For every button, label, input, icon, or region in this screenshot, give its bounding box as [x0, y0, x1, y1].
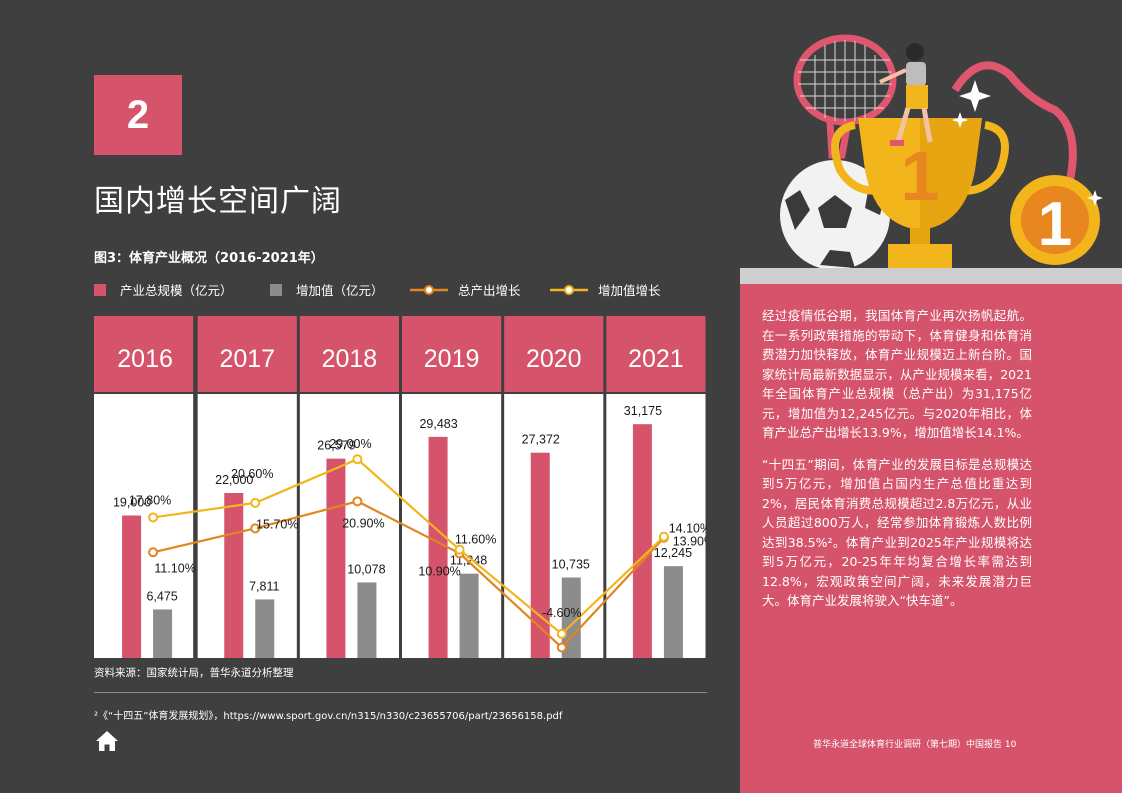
year-header-2019	[402, 316, 502, 392]
label-total-2018: 26,579	[317, 439, 355, 453]
divider	[94, 692, 707, 693]
sparkle-icon	[952, 80, 1103, 206]
label-total-growth-2018: 20.90%	[342, 516, 384, 530]
year-panel-2019	[402, 394, 502, 658]
legend-line-total-growth-icon	[410, 284, 448, 295]
trophy-illustration: 1 1	[780, 34, 1103, 270]
year-label-2017: 2017	[219, 345, 275, 373]
label-total-growth-2021: 13.90%	[673, 535, 707, 549]
label-added-growth-2018: 29.00%	[329, 437, 371, 451]
bar-total-2021	[632, 424, 652, 658]
year-header-2021	[606, 316, 706, 392]
year-panel-2020	[504, 394, 604, 658]
bar-added-2018	[357, 582, 377, 658]
point-added-growth-2018	[352, 454, 363, 465]
bar-added-2021	[663, 566, 683, 658]
summary-paragraph-2: “十四五”期间，体育产业的发展目标是总规模达到5万亿元，增加值占国内生产总值比重…	[762, 456, 1032, 609]
label-total-2020: 27,372	[522, 433, 560, 447]
bar-total-2019	[428, 436, 448, 658]
year-panel-2018	[299, 394, 399, 658]
chart-source: 资料来源：国家统计局，普华永道分析整理	[94, 667, 294, 679]
line-total-growth	[152, 500, 665, 649]
point-total-growth-2017	[250, 523, 261, 534]
summary-paragraph-1: 经过疫情低谷期，我国体育产业再次扬帆起航。在一系列政策措施的带动下，体育健身和体…	[762, 308, 1032, 440]
legend-label-added-growth: 增加值增长	[598, 283, 661, 298]
year-label-2018: 2018	[322, 345, 378, 373]
legend-swatch-total	[94, 283, 106, 296]
bar-added-2020	[561, 577, 581, 658]
bar-total-2018	[326, 458, 346, 658]
page-title: 国内增长空间广阔	[94, 184, 342, 219]
label-total-growth-2016: 11.10%	[154, 561, 195, 575]
section-number-badge: 2	[94, 75, 182, 155]
svg-text:1: 1	[901, 137, 940, 215]
year-header-2020	[504, 316, 604, 392]
bar-added-2019	[459, 573, 479, 658]
figure-title: 图3：体育产业概况（2016-2021年）	[94, 251, 324, 266]
point-total-growth-2018	[352, 496, 363, 507]
svg-text:1: 1	[1038, 190, 1072, 259]
year-header-2017	[197, 316, 297, 392]
label-total-2017: 22,000	[215, 473, 253, 487]
trophy-icon: 1	[831, 118, 1009, 268]
year-header-2016	[94, 316, 194, 392]
label-added-growth-2021: 14.10%	[669, 522, 707, 536]
panel-top-strip	[740, 268, 1122, 284]
bar-added-2017	[255, 599, 275, 658]
footnote: ²《“十四五”体育发展规划》，https://www.sport.gov.cn/…	[94, 711, 563, 722]
label-added-growth-2016: 17.80%	[129, 493, 171, 507]
point-added-growth-2016	[148, 512, 159, 523]
bar-total-2020	[530, 452, 550, 658]
legend-item-total: 产业总规模（亿元）	[94, 280, 233, 299]
bar-added-2016	[153, 609, 173, 658]
label-added-2021: 12,245	[654, 546, 692, 560]
point-added-growth-2021	[658, 531, 669, 542]
label-total-2016: 19,000	[113, 496, 151, 510]
label-total-growth-2017: 15.70%	[256, 517, 298, 531]
label-added-2017: 7,811	[249, 579, 279, 593]
label-total-2019: 29,483	[419, 417, 457, 431]
legend-line-added-growth-icon	[550, 284, 588, 295]
summary-text: 经过疫情低谷期，我国体育产业再次扬帆起航。在一系列政策措施的带动下，体育健身和体…	[762, 306, 1032, 623]
legend-item-added: 增加值（亿元）	[270, 280, 384, 299]
legend-label-total: 产业总规模（亿元）	[120, 283, 233, 298]
section-number: 2	[126, 92, 150, 137]
label-added-2016: 6,475	[146, 589, 177, 603]
legend-label-total-growth: 总产出增长	[458, 283, 521, 298]
label-added-growth-2017: 20.60%	[231, 467, 273, 481]
label-total-growth-2019: 10.90%	[418, 564, 460, 578]
year-panel-2016	[94, 394, 194, 658]
year-label-2020: 2020	[526, 345, 582, 373]
label-added-2018: 10,078	[347, 562, 385, 576]
label-added-growth-2019: 11.60%	[455, 533, 496, 547]
year-panel-2021	[606, 394, 706, 658]
chart-legend: 产业总规模（亿元） 增加值（亿元） 总产出增长 增加值增长	[94, 280, 714, 300]
year-panel-2017	[197, 394, 297, 658]
summary-panel	[740, 284, 1122, 793]
label-added-growth-2020: -4.60%	[542, 606, 582, 620]
home-icon[interactable]	[95, 730, 119, 752]
year-label-2016: 2016	[117, 345, 173, 373]
bar-total-2016	[122, 515, 142, 658]
label-added-2020: 10,735	[552, 557, 590, 571]
point-added-growth-2020	[556, 628, 567, 639]
page-footer: 普华永道全球体育行业调研（第七期）中国报告 10	[813, 740, 1017, 750]
point-total-growth-2020	[556, 642, 567, 653]
bar-total-2017	[224, 493, 244, 658]
point-total-growth-2016	[148, 547, 159, 558]
legend-label-added: 增加值（亿元）	[296, 283, 384, 298]
line-added-growth	[152, 457, 665, 636]
legend-item-total-growth: 总产出增长	[410, 280, 521, 299]
point-added-growth-2017	[250, 497, 261, 508]
label-total-2021: 31,175	[624, 404, 662, 418]
medal-icon: 1	[951, 61, 1100, 265]
point-added-growth-2019	[454, 544, 465, 555]
industry-chart: 2016 2017 2018 2019 2020 2021 19,000 6,475 22,00…	[94, 316, 707, 658]
year-label-2019: 2019	[424, 345, 480, 373]
legend-swatch-added	[270, 283, 282, 296]
year-header-2018	[299, 316, 399, 392]
legend-item-added-growth: 增加值增长	[550, 280, 661, 299]
year-label-2021: 2021	[628, 345, 684, 373]
person-icon	[879, 43, 933, 146]
